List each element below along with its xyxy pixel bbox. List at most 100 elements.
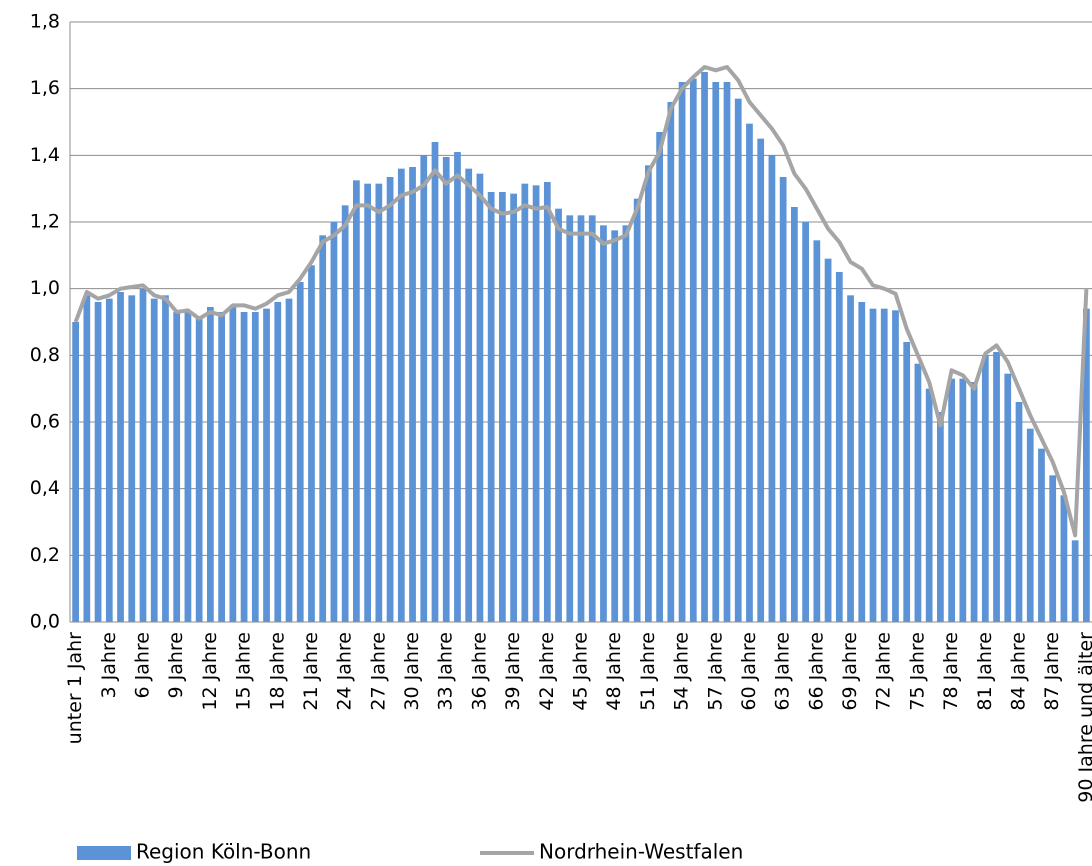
- bar: [937, 412, 944, 622]
- bar: [521, 183, 529, 622]
- x-tick-label: 24 Jahre: [334, 632, 356, 711]
- x-tick-label: 90 Jahre und älter: [1075, 632, 1092, 803]
- y-tick-label: 1,4: [30, 144, 60, 166]
- x-tick-label: 72 Jahre: [873, 632, 895, 711]
- bar: [600, 225, 607, 623]
- bar: [1015, 402, 1023, 622]
- bar: [1071, 540, 1079, 622]
- bar: [207, 307, 214, 622]
- x-tick-label: 75 Jahre: [906, 632, 928, 711]
- bar: [442, 157, 450, 622]
- x-tick-label: 6 Jahre: [132, 632, 154, 699]
- x-tick-label: 69 Jahre: [839, 632, 861, 711]
- x-tick-label: 3 Jahre: [98, 632, 120, 699]
- bar: [128, 295, 136, 622]
- bar: [308, 265, 315, 622]
- bar: [353, 180, 360, 623]
- bar: [768, 155, 776, 623]
- bar: [296, 282, 304, 622]
- x-tick-label: 84 Jahre: [1008, 632, 1030, 711]
- y-tick-label: 1,0: [30, 277, 60, 299]
- bar: [499, 192, 506, 622]
- x-tick-label: 45 Jahre: [570, 632, 592, 711]
- x-tick-label: 18 Jahre: [266, 632, 288, 711]
- bar: [397, 168, 405, 622]
- bar: [173, 312, 181, 622]
- bar: [431, 142, 439, 622]
- bar: [847, 295, 854, 622]
- bar: [925, 388, 933, 622]
- bar: [229, 305, 237, 622]
- bar: [903, 342, 911, 622]
- bar: [734, 98, 742, 622]
- bar: [622, 225, 630, 623]
- x-tick-label: 78 Jahre: [940, 632, 962, 711]
- bar: [880, 308, 888, 622]
- bar: [633, 198, 641, 622]
- bar: [678, 82, 686, 622]
- bar: [1026, 428, 1034, 622]
- y-tick-label: 1,6: [30, 77, 60, 99]
- y-tick-label: 0,0: [30, 611, 60, 633]
- x-tick-label: 27 Jahre: [367, 632, 389, 711]
- bar: [970, 382, 978, 622]
- bar: [757, 138, 765, 622]
- bar: [341, 205, 349, 623]
- x-tick-label: 33 Jahre: [435, 632, 457, 711]
- bar: [1004, 373, 1012, 622]
- bar: [791, 207, 798, 622]
- bar: [656, 132, 663, 622]
- bar: [813, 240, 821, 623]
- bar: [195, 318, 203, 622]
- bar: [802, 222, 809, 622]
- bar: [184, 312, 192, 622]
- bar: [746, 123, 753, 623]
- bar: [240, 312, 248, 622]
- bar: [1060, 495, 1068, 622]
- x-tick-label: unter 1 Jahr: [64, 632, 86, 744]
- x-tick-label: 48 Jahre: [603, 632, 625, 711]
- bar: [723, 82, 731, 622]
- bar: [712, 82, 720, 622]
- x-tick-label: 60 Jahre: [738, 632, 760, 711]
- y-tick-label: 1,8: [30, 11, 60, 33]
- bar: [645, 165, 652, 623]
- bar: [94, 302, 102, 622]
- x-tick-label: 21 Jahre: [300, 632, 322, 711]
- bar: [869, 308, 877, 622]
- bar: [824, 258, 832, 622]
- bar: [139, 288, 147, 622]
- bar: [779, 177, 787, 622]
- bar: [543, 182, 551, 622]
- bar: [981, 355, 989, 622]
- bar: [959, 378, 967, 622]
- x-tick-label: 54 Jahre: [671, 632, 693, 711]
- bar: [914, 363, 922, 622]
- bar: [375, 183, 383, 622]
- line: [73, 65, 1089, 538]
- bar: [532, 185, 540, 623]
- x-tick-label: 81 Jahre: [974, 632, 996, 711]
- bar: [420, 155, 428, 623]
- y-tick-label: 1,2: [30, 211, 60, 233]
- x-tick-label: 30 Jahre: [401, 632, 423, 711]
- bar: [858, 302, 866, 622]
- bar: [588, 215, 596, 623]
- bar: [510, 193, 517, 622]
- bar: [117, 292, 124, 622]
- y-tick-label: 0,8: [30, 344, 60, 366]
- bar: [72, 322, 79, 622]
- bar: [835, 272, 843, 622]
- bar: [566, 215, 574, 623]
- bar: [948, 378, 955, 622]
- bar: [263, 308, 270, 622]
- x-tick-label: 42 Jahre: [536, 632, 558, 711]
- bar: [454, 152, 461, 622]
- bar: [555, 208, 562, 622]
- bar: [285, 298, 293, 622]
- bar: [105, 298, 113, 622]
- x-tick-label: 57 Jahre: [704, 632, 726, 711]
- x-tick-label: 39 Jahre: [502, 632, 524, 711]
- legend-label: Region Köln-Bonn: [136, 840, 311, 864]
